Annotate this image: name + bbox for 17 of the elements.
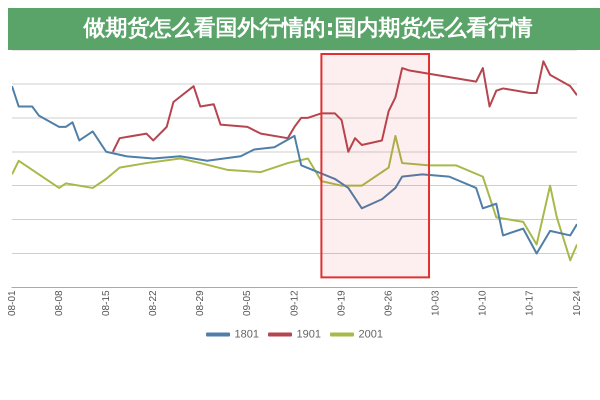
x-tick-label: 10-24 <box>572 290 583 316</box>
x-tick-label: 08-22 <box>148 290 159 316</box>
x-tick-label: 08-29 <box>195 290 206 316</box>
x-tick-label: 09-19 <box>336 290 348 316</box>
x-tick-label: 09-12 <box>289 290 300 316</box>
legend-label: 2001 <box>358 328 383 341</box>
x-tick-label: 10-03 <box>430 290 442 316</box>
legend-label: 1801 <box>234 328 260 341</box>
x-tick-label: 09-05 <box>242 290 254 316</box>
x-tick-label: 10-17 <box>524 290 536 316</box>
x-tick-label: 08-01 <box>6 290 18 316</box>
x-tick-label: 09-26 <box>383 290 394 316</box>
x-tick-label: 10-10 <box>478 290 489 316</box>
chart-title: 做期货怎么看国外行情的:国内期货怎么看行情 <box>8 8 600 50</box>
x-tick-label: 08-15 <box>100 290 112 316</box>
x-tick-label: 08-08 <box>54 290 65 316</box>
legend-label: 1901 <box>296 328 321 341</box>
